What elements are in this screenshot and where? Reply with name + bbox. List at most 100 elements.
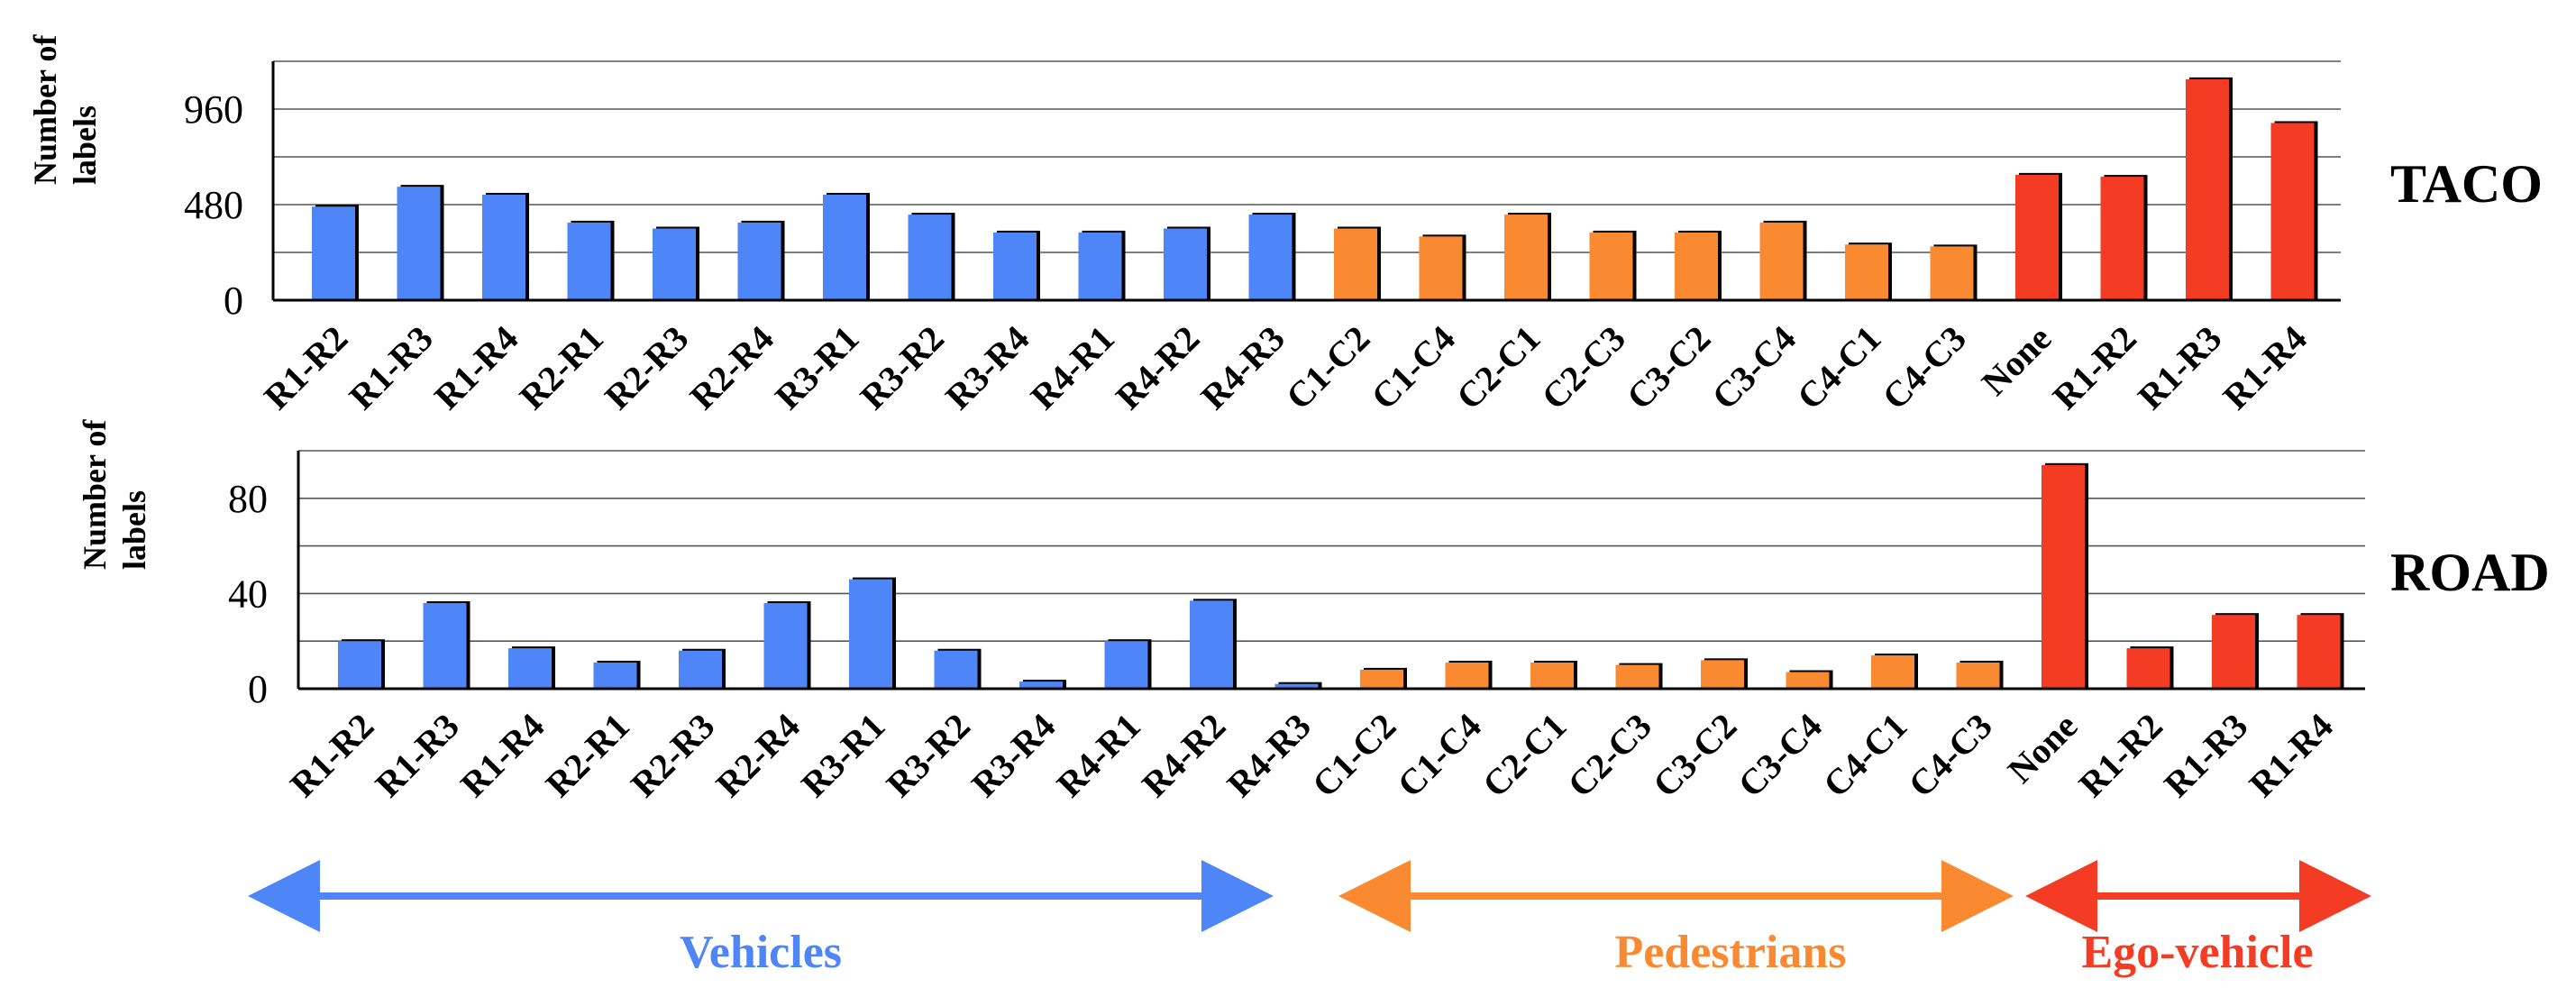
- road-xtick-label: C4-C3: [1900, 706, 1999, 805]
- road-panel: ROAD Number of labels 04080R1-R2R1-R3R1-…: [77, 419, 2550, 805]
- taco-bar-group: [1930, 244, 1978, 300]
- taco-bar-group: [482, 192, 529, 300]
- road-bar-group: [1871, 654, 1918, 689]
- vehicles-label: Vehicles: [680, 927, 842, 978]
- taco-xtick-label: R2-R4: [681, 318, 781, 417]
- road-xtick-label: R4-R2: [1134, 706, 1233, 805]
- road-bar-c1-c2-12: [1360, 669, 1403, 689]
- road-ylabel-line-2: labels: [116, 490, 152, 570]
- taco-bar-r3-r1-6: [823, 194, 866, 300]
- road-xtick-label: C3-C2: [1645, 706, 1744, 805]
- road-bar-r1-r4-23: [2297, 615, 2341, 689]
- taco-bar-group: [2015, 172, 2062, 300]
- taco-bar-group: [1164, 226, 1210, 300]
- taco-xtick-label: R1-R2: [256, 318, 355, 417]
- road-bar-none-20: [2042, 464, 2085, 689]
- taco-xtick-label: R1-R4: [426, 318, 525, 417]
- road-bar-group: [1190, 599, 1237, 689]
- road-xtick-label: R2-R3: [623, 706, 722, 805]
- road-bar-group: [763, 600, 811, 689]
- taco-xtick-label: R2-R3: [597, 318, 696, 417]
- taco-xtick-label: C2-C1: [1448, 318, 1548, 417]
- taco-bar-r1-r2-0: [312, 206, 355, 300]
- road-bar-group: [1530, 660, 1577, 689]
- taco-ytick-label: 0: [224, 279, 243, 323]
- road-xtick-label: R1-R2: [282, 706, 381, 805]
- road-bar-group: [2297, 613, 2344, 689]
- road-bar-c2-c1-14: [1530, 662, 1574, 689]
- road-xtick-label: C1-C2: [1304, 706, 1403, 805]
- road-xtick-label: R1-R3: [367, 706, 466, 805]
- taco-xtick-label: R4-R1: [1022, 318, 1121, 417]
- road-bar-group: [1104, 639, 1152, 689]
- taco-bar-r4-r3-11: [1248, 215, 1293, 300]
- road-bar-r4-r1-9: [1104, 641, 1148, 689]
- taco-bar-group: [1845, 242, 1892, 300]
- road-xtick-label: R2-R4: [708, 706, 807, 805]
- taco-xtick-label: C3-C4: [1704, 318, 1803, 417]
- taco-bar-group: [567, 220, 615, 300]
- road-bar-r4-r2-10: [1190, 600, 1233, 689]
- road-ytick-label: 40: [228, 572, 268, 616]
- road-xtick-label: C2-C3: [1559, 706, 1658, 805]
- taco-xtick-label: R3-R1: [767, 318, 866, 417]
- taco-xtick-label: R3-R4: [937, 318, 1037, 417]
- road-xtick-label: C1-C4: [1389, 706, 1488, 805]
- taco-xtick-label: C4-C1: [1789, 318, 1888, 417]
- road-bar-r3-r4-8: [1019, 682, 1063, 689]
- taco-xtick-label: R4-R2: [1108, 318, 1207, 417]
- taco-xtick-label: R1-R3: [2130, 318, 2229, 417]
- road-bar-group: [1615, 663, 1663, 689]
- taco-bar-r2-r3-4: [653, 228, 696, 300]
- taco-bar-r4-r1-9: [1078, 232, 1122, 300]
- taco-bar-group: [312, 205, 359, 300]
- taco-bar-c1-c2-12: [1334, 228, 1377, 300]
- road-bar-group: [2212, 613, 2259, 689]
- taco-xtick-label: R1-R4: [2215, 318, 2314, 417]
- road-bar-group: [2126, 646, 2174, 689]
- road-bar-group: [1701, 658, 1748, 689]
- road-xtick-label: R1-R4: [2241, 706, 2340, 805]
- taco-xtick-label: C3-C2: [1619, 318, 1718, 417]
- taco-ylabel: Number of labels: [27, 27, 103, 185]
- taco-ytick-label: 960: [184, 87, 243, 132]
- taco-ytick-label: 480: [184, 183, 243, 227]
- road-bar-r1-r4-2: [508, 648, 552, 689]
- road-title: ROAD: [2390, 543, 2550, 602]
- taco-ylabel-line-1: Number of: [27, 34, 63, 185]
- taco-ylabel-line-2: labels: [67, 105, 103, 185]
- taco-bar-r1-r2-21: [2100, 177, 2144, 300]
- road-xtick-label: R1-R3: [2156, 706, 2255, 805]
- taco-xtick-label: C1-C4: [1363, 318, 1462, 417]
- road-bar-group: [2042, 462, 2088, 689]
- taco-bar-group: [908, 213, 955, 300]
- taco-bar-r1-r4-23: [2270, 123, 2315, 300]
- road-bar-c3-c4-17: [1786, 672, 1830, 689]
- pedestrians-label: Pedestrians: [1614, 927, 1846, 978]
- taco-bar-group: [2186, 77, 2233, 300]
- road-xtick-label: R2-R1: [537, 706, 636, 805]
- group-legend: Vehicles Pedestrians Ego-vehicle: [248, 860, 2371, 978]
- road-bar-r4-r3-11: [1274, 683, 1319, 689]
- taco-bar-group: [653, 226, 699, 300]
- road-bar-group: [508, 646, 555, 689]
- taco-bar-group: [993, 230, 1040, 300]
- road-bar-c4-c3-19: [1956, 662, 2000, 689]
- road-bar-group: [593, 660, 641, 689]
- taco-xtick-label: C1-C2: [1278, 318, 1377, 417]
- taco-bar-group: [2270, 121, 2318, 300]
- taco-bar-r4-r2-10: [1164, 228, 1207, 300]
- taco-bar-group: [1419, 234, 1466, 300]
- road-xtick-label: C2-C1: [1475, 706, 1574, 805]
- taco-bar-group: [1078, 230, 1126, 300]
- taco-bar-r3-r2-7: [908, 215, 952, 300]
- road-bar-group: [1786, 670, 1833, 689]
- taco-bar-group: [1759, 220, 1807, 300]
- road-bar-r2-r4-5: [763, 602, 808, 689]
- road-xtick-label: C4-C1: [1815, 706, 1914, 805]
- taco-bar-c4-c3-19: [1930, 246, 1974, 300]
- taco-bar-r3-r4-8: [993, 232, 1037, 300]
- road-ylabel-line-1: Number of: [77, 419, 113, 570]
- road-bar-group: [1445, 660, 1493, 689]
- road-bar-group: [1019, 680, 1066, 689]
